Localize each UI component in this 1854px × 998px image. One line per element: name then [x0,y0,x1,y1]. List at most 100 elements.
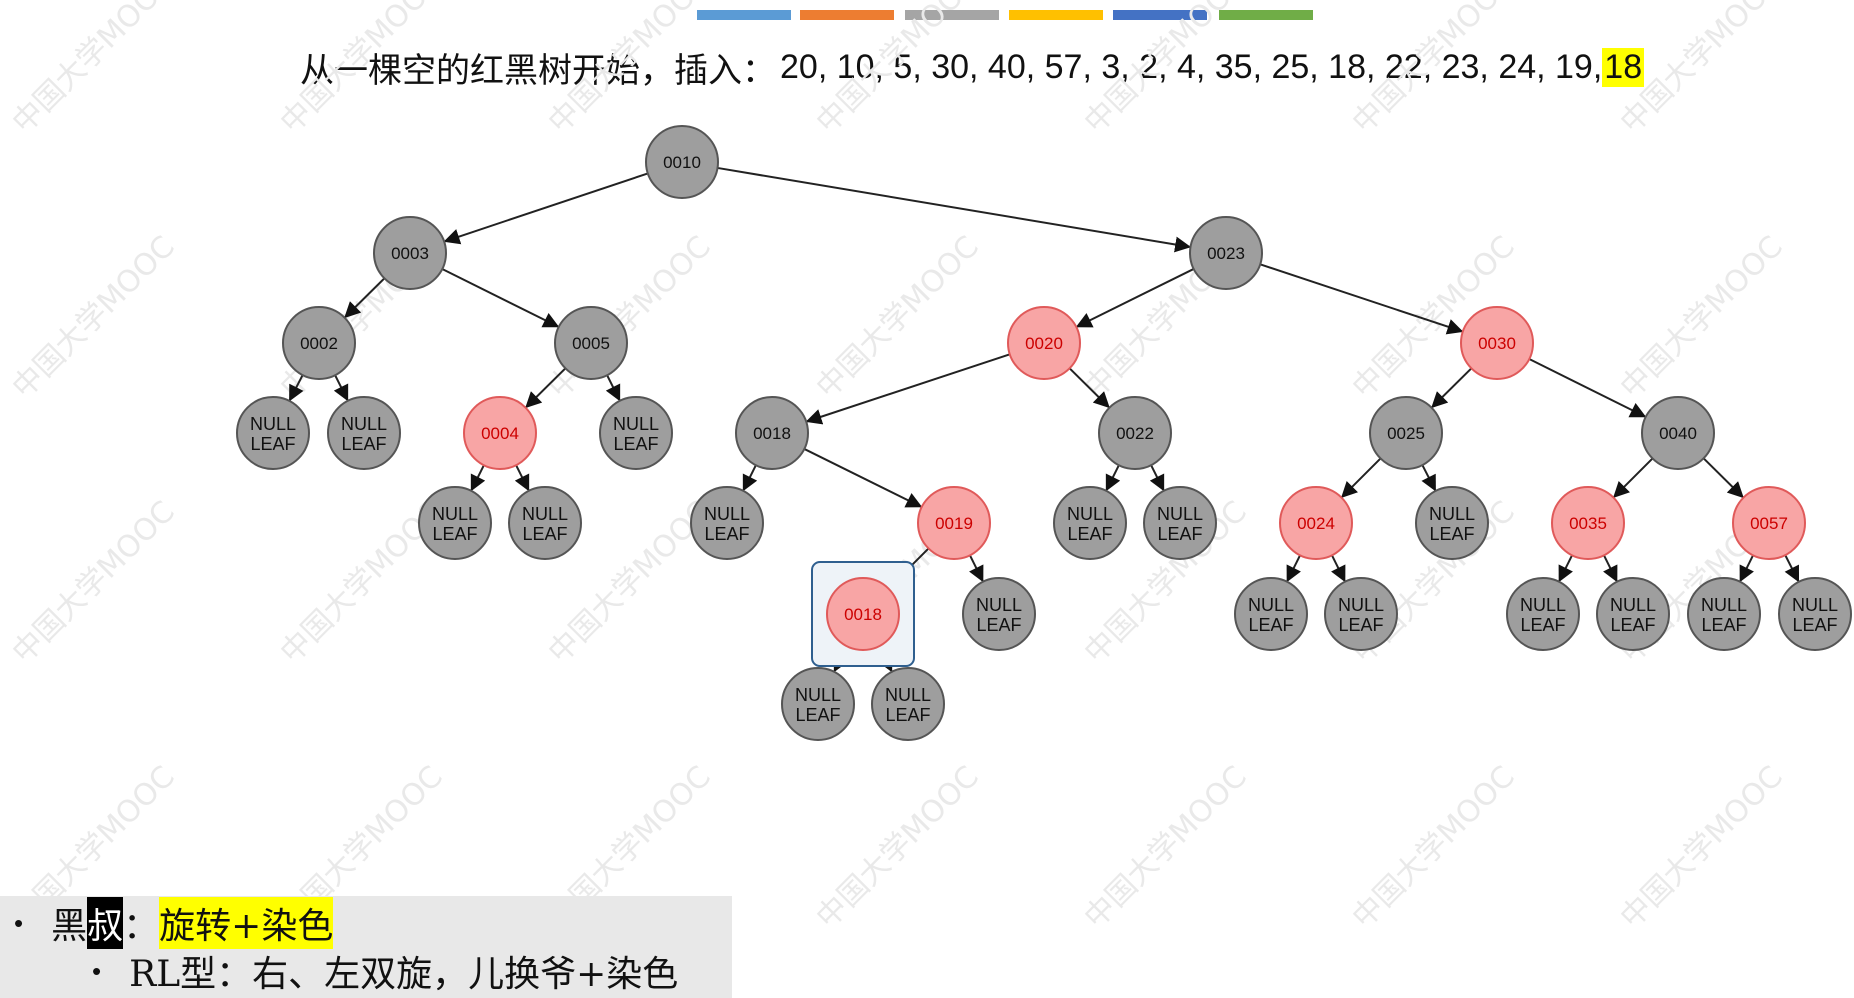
black-node-circle [1369,396,1443,470]
null-leaf-node: NULL LEAF [781,667,855,741]
node-label: NULL LEAF [795,685,841,725]
null-leaf-node: NULL LEAF [1143,486,1217,560]
black-node-circle [327,396,401,470]
tree-edge-n3-n5 [441,268,560,328]
node-label: NULL LEAF [432,504,478,544]
tree-node-0020: 0020 [1007,306,1081,380]
bullet-1: • [14,907,24,938]
node-label: NULL LEAF [1067,504,1113,544]
node-label: NULL LEAF [885,685,931,725]
red-node-circle [1007,306,1081,380]
node-label: 0023 [1207,244,1245,263]
node-label: NULL LEAF [522,504,568,544]
black-node-circle [1778,577,1852,651]
red-node-circle [1551,486,1625,560]
black-node-circle [1687,577,1761,651]
node-label: 0002 [300,334,338,353]
node-label: NULL LEAF [1248,595,1294,635]
node-label: NULL LEAF [250,414,296,454]
tree-node-0030: 0030 [1460,306,1534,380]
black-node-circle [599,396,673,470]
node-label: NULL LEAF [704,504,750,544]
node-label: 0057 [1750,514,1788,533]
tree-node-0002: 0002 [282,306,356,380]
title-sequence: 20, 10, 5, 30, 40, 57, 3, 2, 4, 35, 25, … [780,47,1603,86]
node-label: 0019 [935,514,973,533]
tree-node-0024: 0024 [1279,486,1353,560]
tree-edge-n24-l24a [1286,554,1301,583]
black-node-circle [735,396,809,470]
node-label: NULL LEAF [1520,595,1566,635]
null-leaf-node: NULL LEAF [236,396,310,470]
tree-edge-n57-l57b [1784,554,1800,583]
black-node-circle [645,125,719,199]
node-label: 0005 [572,334,610,353]
null-leaf-node: NULL LEAF [690,486,764,560]
tree-edge-n40-n35 [1613,457,1654,498]
tree-edge-n20-n18 [805,353,1011,425]
title-current-key: 18 [1602,47,1645,87]
black-node-circle [554,306,628,380]
tree-edge-n2-l2a [288,374,304,402]
stripe-orange [800,10,894,20]
node-label: 0024 [1297,514,1335,533]
node-label: NULL LEAF [1338,595,1384,635]
notes-panel: • 黑 叔 ： 旋转+染色 • RL型：右、左双旋，儿换爷+染色 [0,896,732,998]
tree-node-0018: 0018 [811,561,915,667]
tree-node-0004: 0004 [463,396,537,470]
tree-edge-n5-n4 [525,367,567,409]
black-node-circle [236,396,310,470]
null-leaf-node: NULL LEAF [1596,577,1670,651]
tree-edge-n18-n19 [803,448,923,508]
black-node-circle [871,667,945,741]
null-leaf-node: NULL LEAF [1234,577,1308,651]
note-line-1: • 黑 叔 ： 旋转+染色 [14,897,334,949]
note-uncle-label: 叔 [87,897,124,949]
black-node-circle [781,667,855,741]
tree-node-0040: 0040 [1641,396,1715,470]
node-label: 0004 [481,424,519,443]
node-label: NULL LEAF [1429,504,1475,544]
null-leaf-node: NULL LEAF [1324,577,1398,651]
header-color-stripes [0,10,1854,20]
tree-edge-n25-n24 [1341,457,1382,498]
tree-edge-n4-l4a [470,464,486,492]
red-node-circle [1279,486,1353,560]
stripe-blue [697,10,791,20]
tree-node-0019: 0019 [917,486,991,560]
null-leaf-node: NULL LEAF [1053,486,1127,560]
null-leaf-node: NULL LEAF [418,486,492,560]
red-node-circle [463,396,537,470]
note-black-label: 黑 [51,906,88,947]
black-node-circle [1143,486,1217,560]
black-node-circle [282,306,356,380]
node-label: 0030 [1478,334,1516,353]
null-leaf-node: NULL LEAF [871,667,945,741]
tree-node-0035: 0035 [1551,486,1625,560]
tree-edge-n40-n57 [1702,457,1744,499]
tree-edge-n18-l18a [742,464,758,492]
black-node-circle [690,486,764,560]
red-node-circle [1460,306,1534,380]
black-node-circle [1189,216,1263,290]
null-leaf-node: NULL LEAF [1415,486,1489,560]
stripe-green [1219,10,1313,20]
tree-node-0057: 0057 [1732,486,1806,560]
tree-edge-n35-l35a [1558,554,1573,583]
note-colon: ： [123,906,160,947]
null-leaf-node: NULL LEAF [1506,577,1580,651]
node-label: NULL LEAF [1157,504,1203,544]
tree-edge-n30-n25 [1431,367,1473,409]
null-leaf-node: NULL LEAF [508,486,582,560]
null-leaf-node: NULL LEAF [962,577,1036,651]
node-label: 0018 [844,605,882,624]
node-label: 0035 [1569,514,1607,533]
tree-edge-n25-l25b [1421,464,1437,492]
node-label: NULL LEAF [613,414,659,454]
node-label: NULL LEAF [1701,595,1747,635]
tree-edge-n22-l22b [1149,464,1165,492]
node-label: NULL LEAF [1792,595,1838,635]
tree-node-0022: 0022 [1098,396,1172,470]
null-leaf-node: NULL LEAF [327,396,401,470]
